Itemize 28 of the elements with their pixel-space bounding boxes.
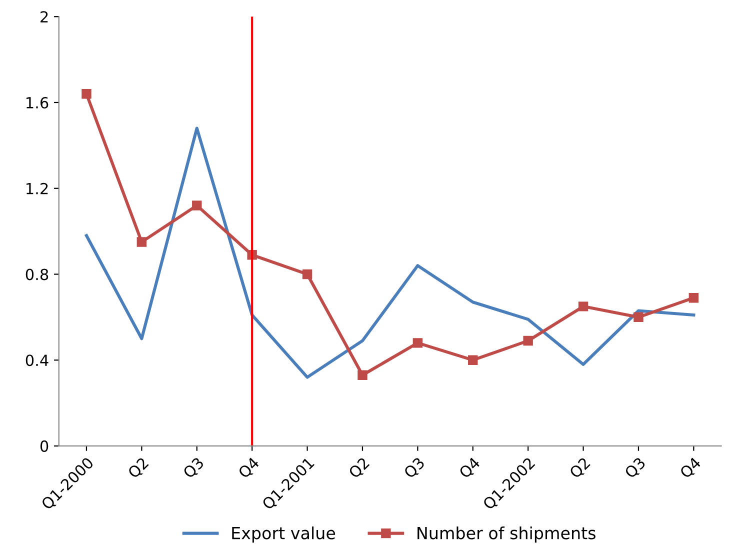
point [302,269,312,280]
point [468,355,478,365]
point [192,200,202,210]
x-tick-label: Q4 [238,456,262,480]
point [523,336,533,346]
point [82,89,92,99]
point [688,292,699,303]
x-tick-label: Q3 [403,456,426,480]
legend-label: Number of shipments [418,526,596,543]
x-tick-label: Q2 [568,456,592,480]
y-tick-label: 1.2 [26,182,48,194]
x-tick-label: Q3 [624,456,648,480]
point [634,312,644,322]
point [578,302,588,312]
x-tick-label: Q3 [182,456,206,480]
x-tick-label: Q2 [127,456,150,480]
y-tick-label: 2 [40,11,48,22]
y-tick-label: 1.6 [26,96,48,109]
y-tick-label: 0.8 [26,268,48,280]
point [412,338,423,348]
x-tick-label: Q4 [458,456,482,480]
y-tick-label: 0 [40,440,48,452]
x-tick-label: Q2 [348,456,371,480]
x-tick-label: Q4 [679,456,703,480]
point [358,370,368,380]
legend-label: Export value [232,526,336,543]
point [136,237,147,247]
y-tick-label: 0.4 [26,354,48,366]
